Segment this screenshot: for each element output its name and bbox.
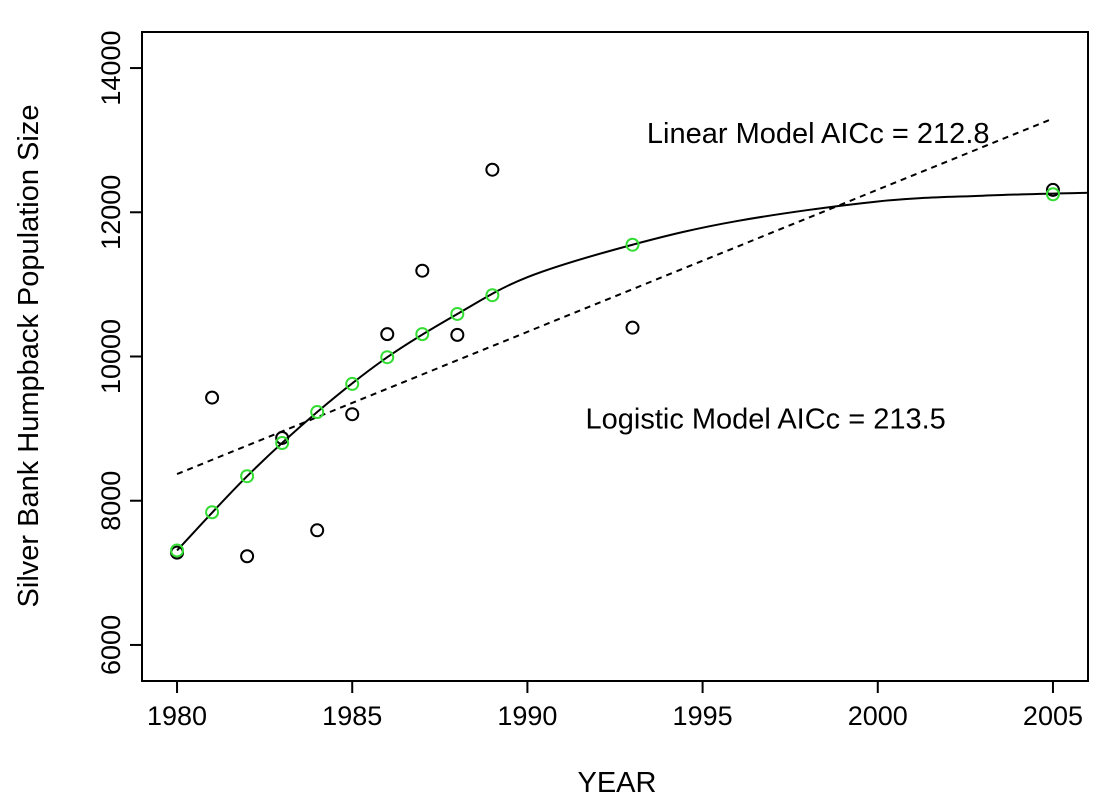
observed-point [380,327,395,342]
y-tick-label: 10000 [96,319,126,394]
x-tick-label: 1990 [497,701,557,731]
x-tick-label: 1985 [322,701,382,731]
observed-point [625,320,640,335]
fitted-point [1045,187,1060,202]
fitted-point [415,327,430,342]
fitted-point [205,505,220,520]
fitted-point [170,543,185,558]
fitted-point [275,436,290,451]
observed-point [485,162,500,177]
y-tick-label: 8000 [96,471,126,531]
y-tick-label: 14000 [96,31,126,106]
y-tick-label: 12000 [96,175,126,250]
logistic-model-annotation: Logistic Model AICc = 213.5 [586,404,946,436]
y-axis: 6000 8000 10000 12000 14000 [96,31,142,675]
logistic-model-curve [176,191,1088,552]
y-tick-label: 6000 [96,615,126,675]
x-tick-label: 2000 [848,701,908,731]
fitted-point [625,237,640,252]
fitted-point [240,469,255,484]
fitted-point [485,288,500,303]
data-points [170,162,1060,564]
x-axis: 1980 1985 1990 1995 2000 2005 [147,681,1083,731]
observed-point [345,407,360,422]
fitted-point [345,376,360,391]
fitted-point [380,350,395,365]
fitted-point [310,405,325,420]
observed-point [450,327,465,342]
observed-point [1045,182,1060,197]
fitted-point [450,306,465,321]
x-tick-label: 1980 [147,701,207,731]
y-axis-title: Silver Bank Humpback Population Size [13,105,45,608]
observed-point [310,523,325,538]
observed-point [205,390,220,405]
annotations: Linear Model AICc = 212.8 Logistic Model … [586,118,990,436]
linear-model-annotation: Linear Model AICc = 212.8 [647,118,990,150]
x-axis-title: YEAR [578,767,657,799]
x-tick-label: 1995 [673,701,733,731]
observed-point [415,263,430,278]
observed-point [275,430,290,445]
x-tick-label: 2005 [1023,701,1083,731]
observed-point [240,549,255,564]
